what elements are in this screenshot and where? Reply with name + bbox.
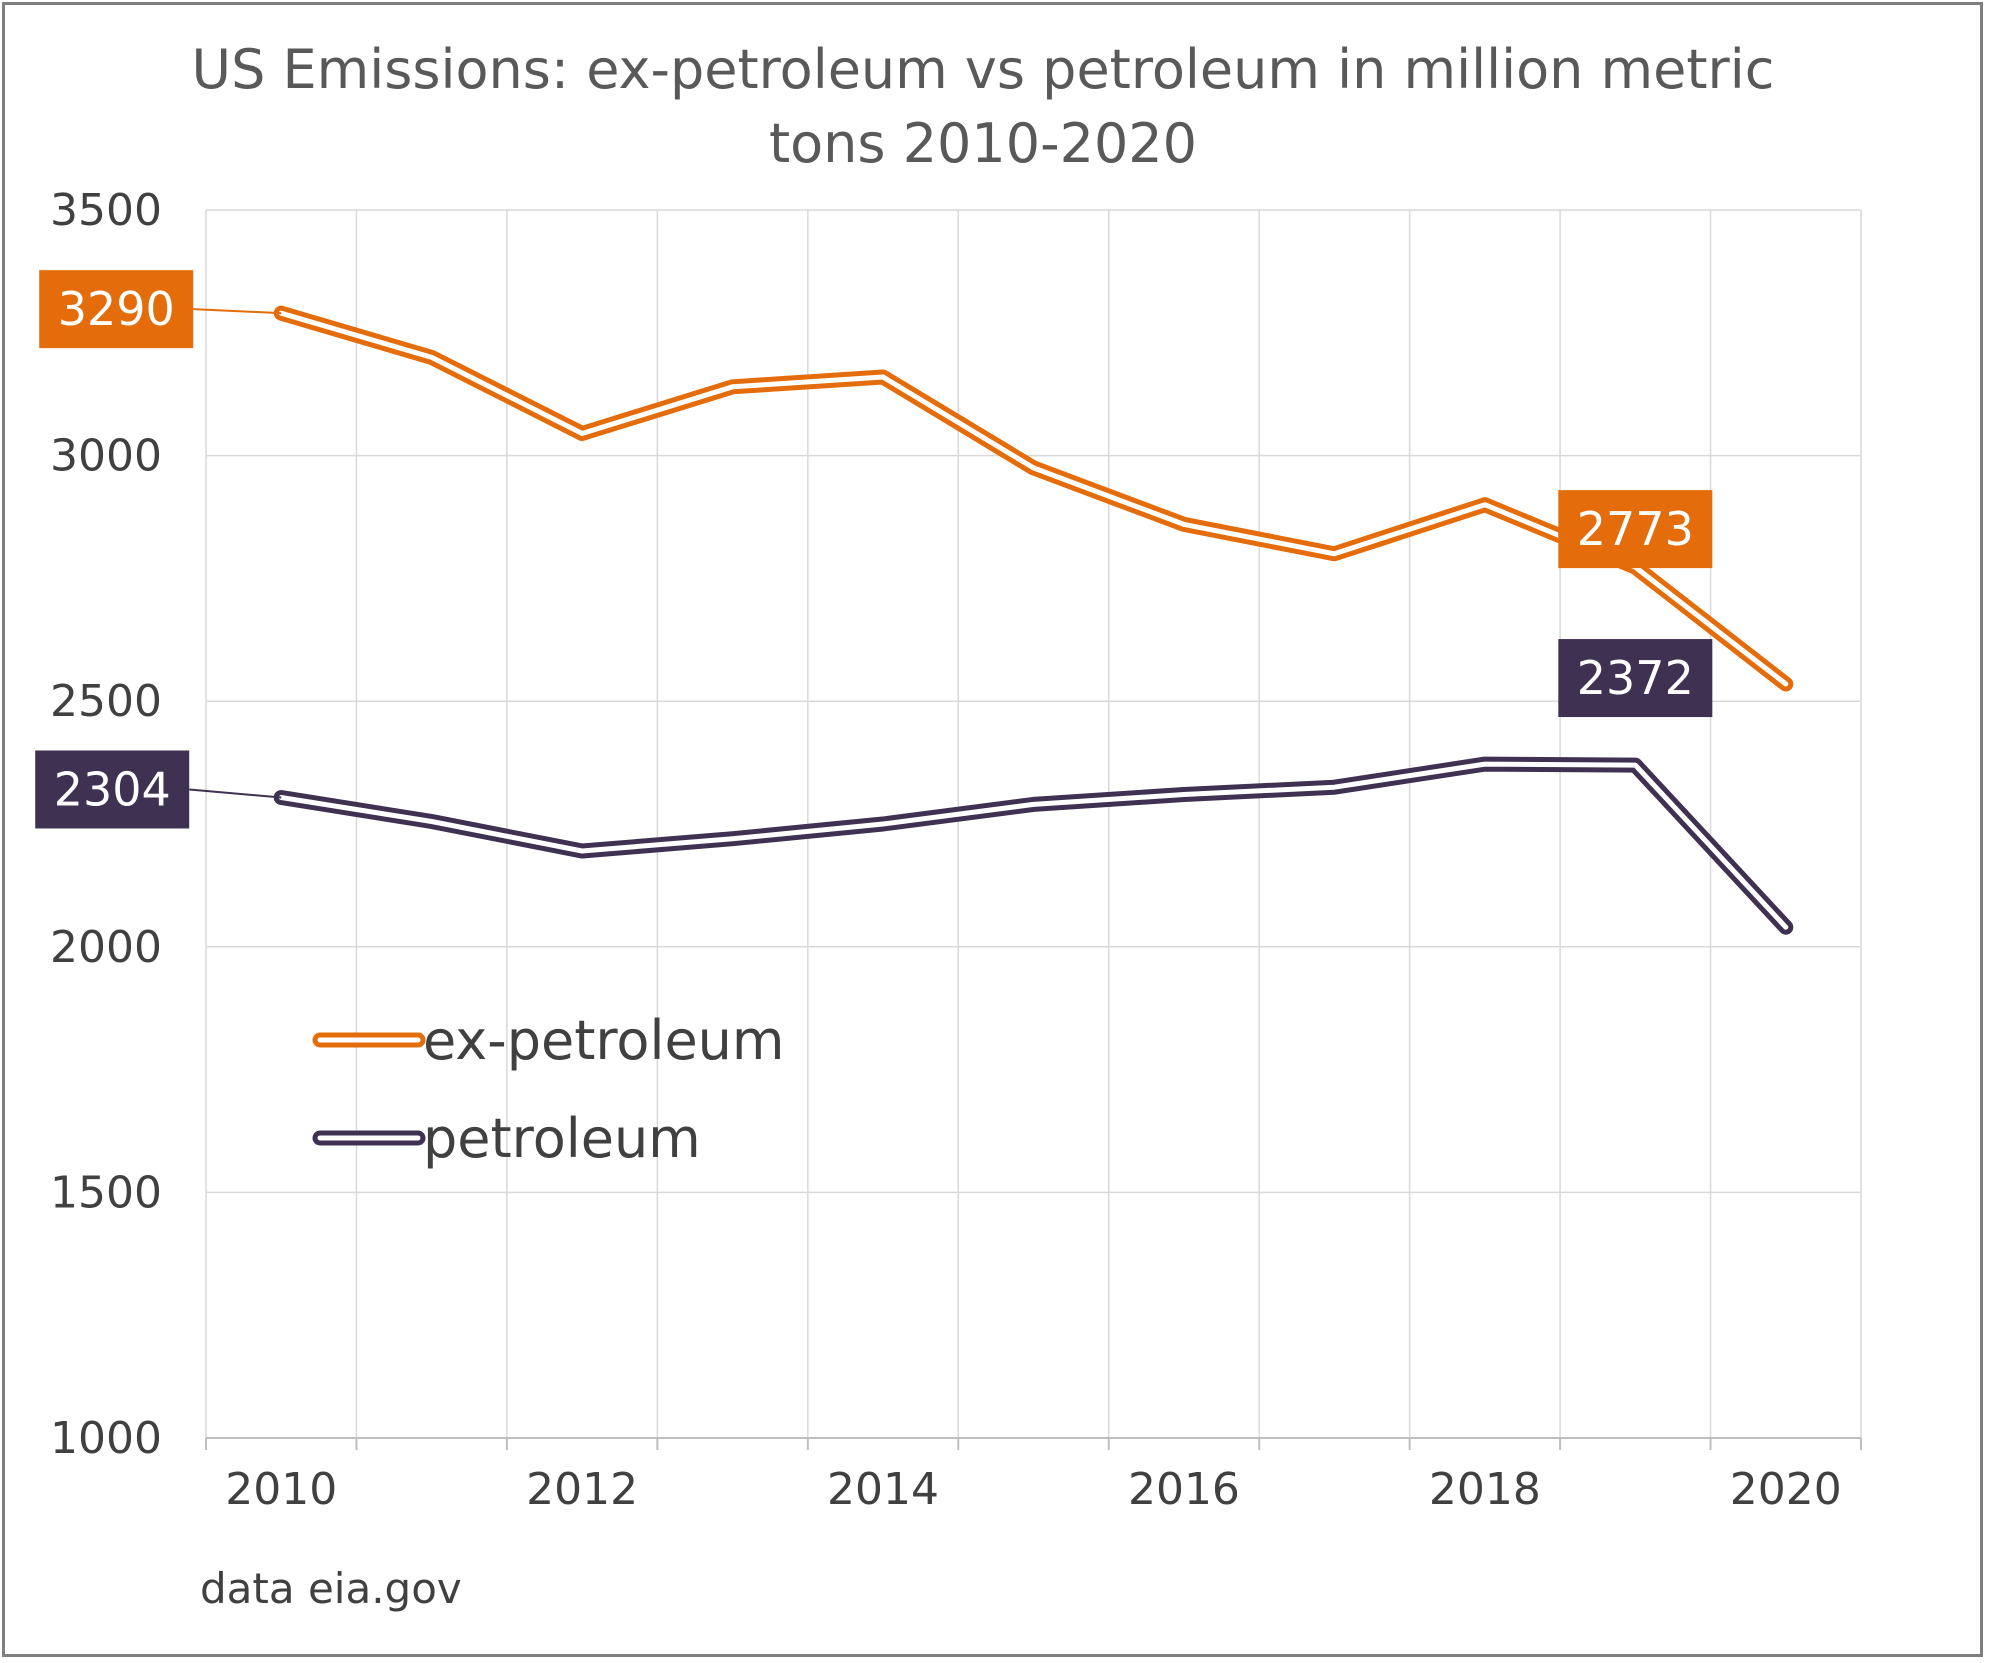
- x-tick-label: 2012: [526, 1464, 638, 1515]
- chart-title-line-2: tons 2010-2020: [769, 112, 1197, 175]
- legend-label: ex-petroleum: [423, 1009, 785, 1072]
- x-tick-label: 2010: [225, 1464, 337, 1515]
- series-line-core-ex-petroleum: [278, 310, 1789, 687]
- data-labels: 3290 2773 2304 2372: [35, 270, 1713, 829]
- data-label-box: [35, 750, 190, 829]
- data-label-box: [1558, 490, 1713, 569]
- chart-title-line-1: US Emissions: ex-petroleum vs petroleum …: [192, 38, 1775, 101]
- series-layer: [273, 305, 1794, 935]
- x-tick-label: 2016: [1128, 1464, 1240, 1515]
- y-tick-label: 3500: [50, 185, 162, 236]
- series-petroleum: [273, 756, 1794, 935]
- data-label: 2372: [1577, 651, 1694, 705]
- x-tick-label: 2020: [1730, 1464, 1842, 1515]
- y-tick-label: 1000: [50, 1413, 162, 1464]
- y-tick-label: 1500: [50, 1167, 162, 1218]
- y-tick-label: 3000: [50, 431, 162, 482]
- data-label-box: [1558, 639, 1713, 718]
- y-tick-label: 2500: [50, 676, 162, 727]
- axes: 1000 1500 2000 2500 3000 3500 2010 2012 2014 2016…: [50, 185, 1862, 1515]
- data-label-leader: [189, 788, 282, 799]
- x-tick-label: 2018: [1429, 1464, 1541, 1515]
- data-label: 2773: [1577, 502, 1694, 556]
- x-tick-label: 2014: [827, 1464, 939, 1515]
- data-label: 3290: [58, 282, 175, 336]
- y-tick-label: 2000: [50, 922, 162, 973]
- legend-label: petroleum: [423, 1107, 701, 1170]
- legend: ex-petroleum petroleum: [312, 1009, 785, 1170]
- data-label: 2304: [54, 762, 171, 816]
- source-note: data eia.gov: [200, 1564, 462, 1613]
- data-label-leader: [193, 308, 282, 315]
- legend-item-ex-petroleum: ex-petroleum: [312, 1009, 785, 1072]
- series-line-core-petroleum: [278, 761, 1789, 930]
- data-label-box: [39, 270, 194, 349]
- series-ex-petroleum: [273, 305, 1794, 692]
- legend-item-petroleum: petroleum: [312, 1107, 701, 1170]
